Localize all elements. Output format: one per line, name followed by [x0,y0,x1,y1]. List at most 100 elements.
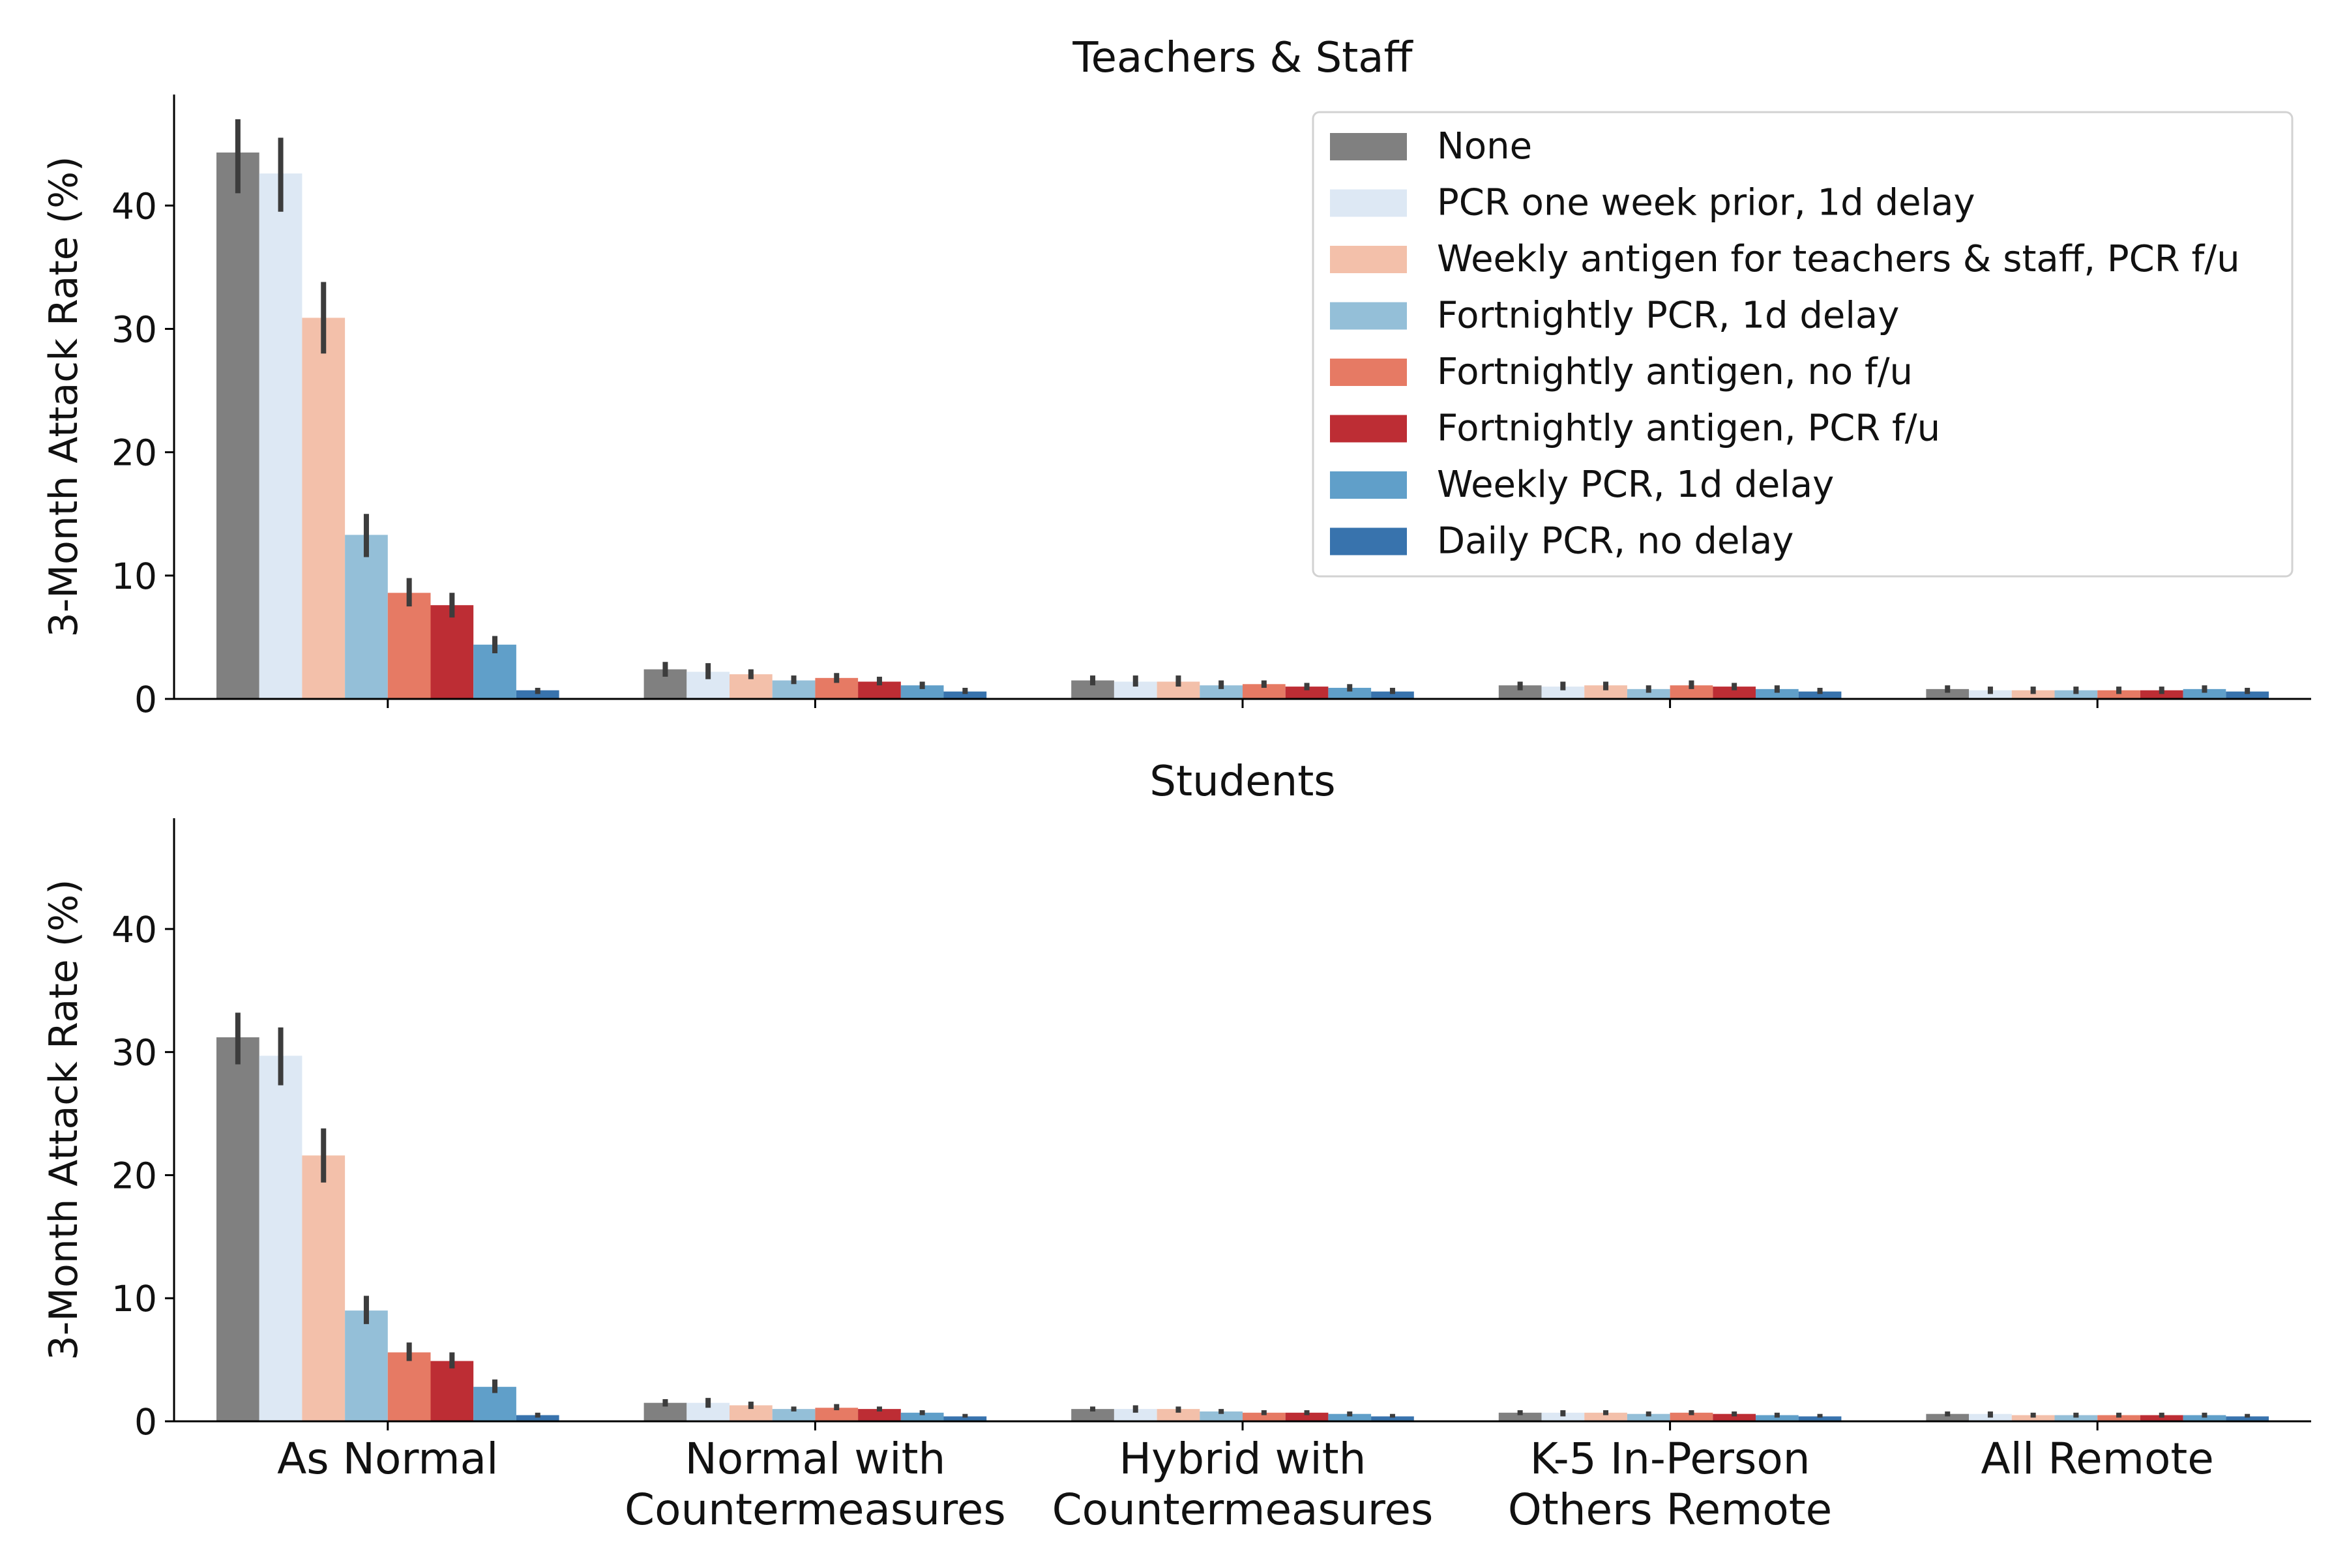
bar [2097,1415,2140,1421]
bar [516,1415,559,1421]
legend-label: PCR one week prior, 1d delay [1437,182,1975,224]
bar [1243,1412,1286,1421]
bar [1114,1409,1157,1421]
bar [1926,688,1970,699]
x-tick-label: Normal with Countermeasures [625,1434,1006,1535]
bar [216,1037,259,1421]
legend-label: Daily PCR, no delay [1437,520,1793,563]
x-tick-label-line: As Normal [277,1434,498,1484]
x-tick-label: As Normal [277,1434,498,1484]
y-tick-label: 30 [111,308,157,350]
bar [1371,691,1414,699]
legend-swatch [1330,133,1407,160]
bar [1200,685,1243,699]
bar [900,1412,944,1421]
bar [2054,690,2098,699]
bar [1713,1413,1756,1421]
bar [302,318,346,699]
x-tick-label-line: Normal with [685,1434,945,1484]
y-tick-label: 30 [111,1032,157,1074]
bar [1285,1412,1329,1421]
bar [1071,1409,1114,1421]
bar [430,605,474,699]
legend-swatch [1330,359,1407,386]
legend-label: Fortnightly PCR, 1d delay [1437,295,1899,337]
bar [1584,685,1627,699]
bar [1243,684,1286,699]
bar [1541,687,1585,699]
bar [1157,1409,1200,1421]
bar [1756,688,1799,699]
bar [259,1056,303,1421]
x-tick-label: K-5 In-Person Others Remote [1508,1434,1832,1535]
bar [1285,687,1329,699]
bar [2011,1415,2055,1421]
chart-title: Students [1149,758,1335,806]
x-tick-label-line: Countermeasures [1052,1485,1434,1535]
bar [2140,1415,2183,1421]
chart-panel-1: Students 0 10 20 30 40 3-Month Attack Rate (%)… [41,758,2311,1535]
y-tick-label: 0 [134,679,157,720]
bar [1798,691,1842,699]
bar [1756,1415,1799,1421]
bar [2097,690,2140,699]
bar [1969,1413,2012,1421]
chart-panel-0: Teachers & Staff 0 10 20 30 40 3-Month Attack … [41,34,2311,720]
bar [1969,690,2012,699]
x-tick-label-line: K-5 In-Person [1530,1434,1810,1484]
bar [1627,688,1670,699]
bar [1926,1413,1970,1421]
bar [1328,1413,1372,1421]
bar [387,593,431,699]
y-tick-label: 0 [134,1401,157,1443]
bar [473,644,516,699]
bar [1798,1416,1842,1421]
y-axis-label: 3-Month Attack Rate (%) [41,156,87,637]
bar [302,1155,346,1421]
legend-label: Weekly PCR, 1d delay [1437,464,1834,506]
bar [858,1409,901,1421]
bar [387,1352,431,1421]
bar [1371,1416,1414,1421]
legend-label: Weekly antigen for teachers & staff, PCR… [1437,238,2240,280]
legend-label: Fortnightly antigen, PCR f/u [1437,407,1940,450]
y-tick-label: 20 [111,432,157,474]
bar [1670,685,1713,699]
bar [216,152,259,699]
legend-swatch [1330,415,1407,443]
bar [1670,1412,1713,1421]
bar [2054,1415,2098,1421]
y-tick-label: 10 [111,555,157,597]
legend-label: Fortnightly antigen, no f/u [1437,351,1913,393]
bar [2226,691,2269,699]
x-tick-label: Hybrid with Countermeasures [1052,1434,1434,1535]
bar [2140,690,2183,699]
bar [345,535,388,699]
bar [815,1408,859,1421]
x-tick-label-line: Countermeasures [625,1485,1006,1535]
bar [345,1310,388,1421]
bar [516,690,559,699]
y-axis-label: 3-Month Attack Rate (%) [41,879,87,1360]
bar [900,685,944,699]
bar [943,1416,987,1421]
bar [430,1361,474,1421]
legend-swatch [1330,302,1407,330]
bar [1200,1411,1243,1421]
x-tick-label-line: Hybrid with [1119,1434,1366,1484]
bar [1627,1413,1670,1421]
bar [1498,685,1542,699]
bar [1498,1412,1542,1421]
x-tick-label: All Remote [1981,1434,2213,1484]
y-tick-label: 10 [111,1278,157,1320]
legend-label: None [1437,125,1532,168]
bar [1541,1412,1585,1421]
bar [772,1409,816,1421]
y-tick-label: 20 [111,1155,157,1196]
bar [1713,687,1756,699]
chart-title: Teachers & Staff [1072,34,1413,82]
legend-swatch [1330,471,1407,499]
x-tick-label-line: Others Remote [1508,1485,1832,1535]
